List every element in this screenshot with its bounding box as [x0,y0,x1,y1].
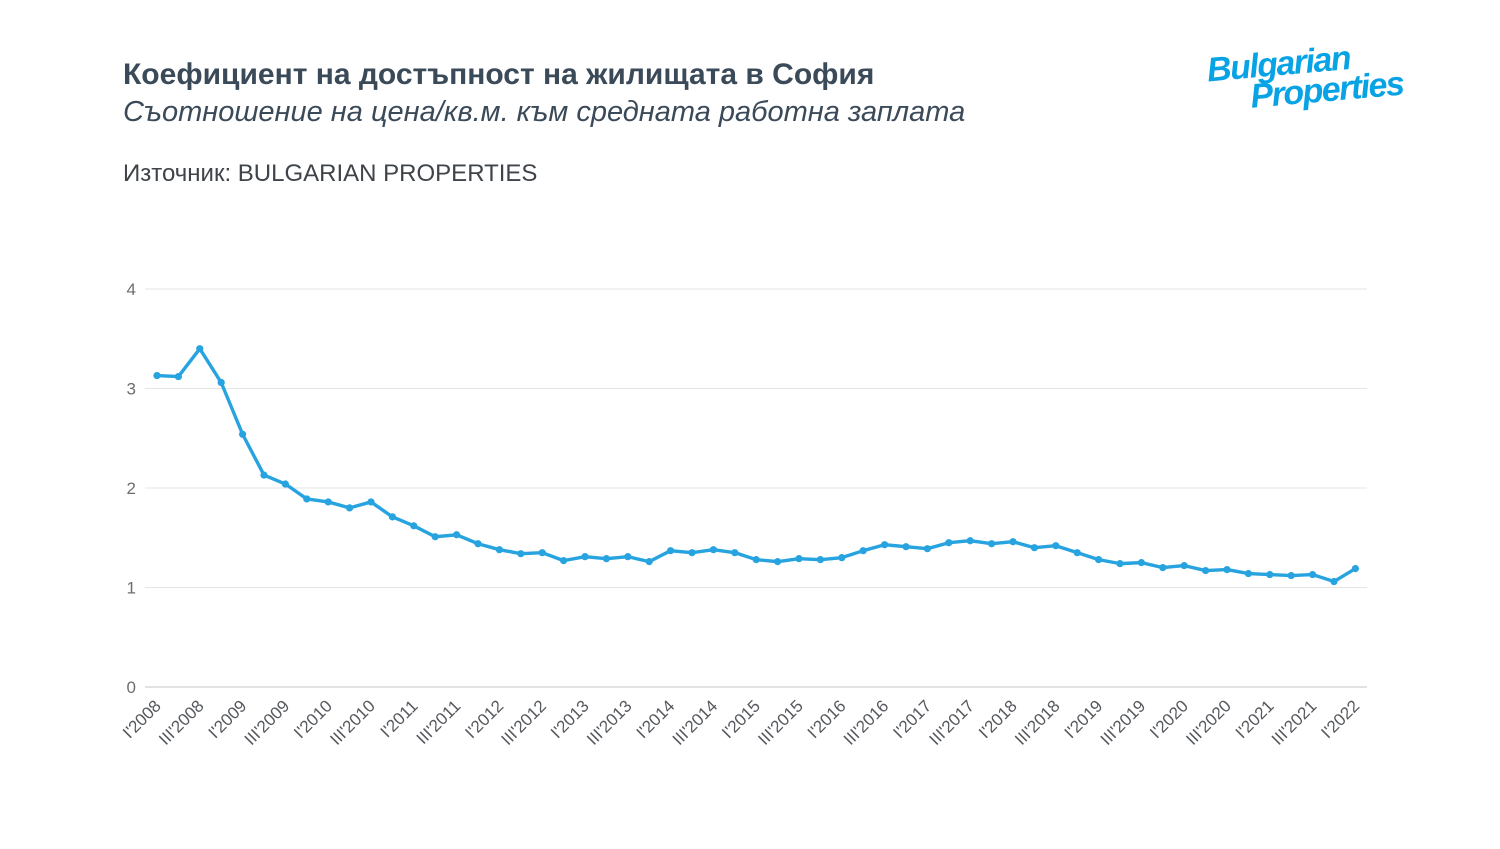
data-point [602,555,611,563]
data-point [838,554,846,562]
data-point [1266,570,1274,579]
x-tick-label: III'2020 [1182,696,1234,748]
data-point [431,533,439,541]
data-point [988,540,996,548]
data-point [816,556,825,564]
data-point [795,555,803,563]
data-point [281,480,289,488]
data-point [1351,564,1359,573]
y-tick-label: 1 [127,579,136,598]
data-point [624,553,632,561]
data-point [1309,570,1317,579]
data-point [1330,577,1338,586]
data-point [239,430,247,438]
data-point [474,540,482,548]
y-tick-label: 4 [127,280,136,299]
data-point [196,345,204,353]
x-tick-label: III'2017 [926,696,978,748]
data-point [581,553,589,561]
x-tick-label: III'2010 [326,696,378,748]
data-point [453,531,461,539]
data-point [1202,566,1210,575]
x-tick-label: III'2018 [1011,696,1063,748]
data-point [923,545,932,553]
y-tick-label: 3 [127,380,136,399]
chart-header: Коефициент на достъпност на жилищата в С… [123,57,965,188]
data-point [881,541,889,549]
data-point [174,372,182,381]
data-point [1009,538,1017,546]
x-tick-label: III'2014 [669,696,721,748]
x-tick-label: III'2013 [583,696,635,748]
data-point [752,556,760,564]
data-point [367,498,375,506]
data-point [517,550,525,558]
data-point [260,471,268,479]
data-point [1159,564,1167,572]
x-tick-label: I'2022 [1317,696,1363,742]
data-point [217,378,225,387]
data-point [1073,549,1081,557]
data-point [859,547,867,555]
data-point [1030,544,1038,552]
data-point [902,543,910,551]
data-point [495,546,503,554]
data-point [153,371,161,380]
page-title: Коефициент на достъпност на жилищата в С… [123,58,875,91]
data-point [324,498,332,506]
data-point [709,546,718,554]
data-point [1116,560,1124,568]
source-label: Източник: BULGARIAN PROPERTIES [123,159,538,187]
page-subtitle: Съотношение на цена/кв.м. към средната р… [123,96,966,128]
x-tick-label: III'2016 [840,696,892,748]
data-point [667,547,675,555]
data-point [1287,571,1295,580]
x-tick-label: III'2012 [498,696,550,748]
data-point [1052,542,1060,550]
data-point [538,549,546,557]
data-point [1137,559,1145,567]
data-point [688,549,696,557]
data-point [1244,569,1252,578]
data-point [1095,556,1103,564]
data-point [410,522,418,530]
data-point [560,557,568,565]
data-point [1223,565,1231,574]
data-point [303,495,311,503]
data-point [966,537,974,545]
data-point [645,558,653,566]
x-tick-label: III'2009 [241,696,293,748]
y-tick-label: 2 [127,479,136,498]
x-tick-label: III'2011 [413,696,465,748]
data-point [945,539,953,547]
data-point [388,513,396,521]
data-point [731,549,739,557]
x-tick-label: III'2008 [155,696,207,748]
x-tick-label: III'2019 [1097,696,1149,748]
chart-line [155,347,1358,584]
x-tick-label: III'2021 [1268,696,1320,748]
x-tick-label: III'2015 [754,696,806,748]
data-point [346,504,354,512]
data-point [1180,562,1188,570]
y-tick-label: 0 [127,678,136,697]
data-point [774,558,782,566]
